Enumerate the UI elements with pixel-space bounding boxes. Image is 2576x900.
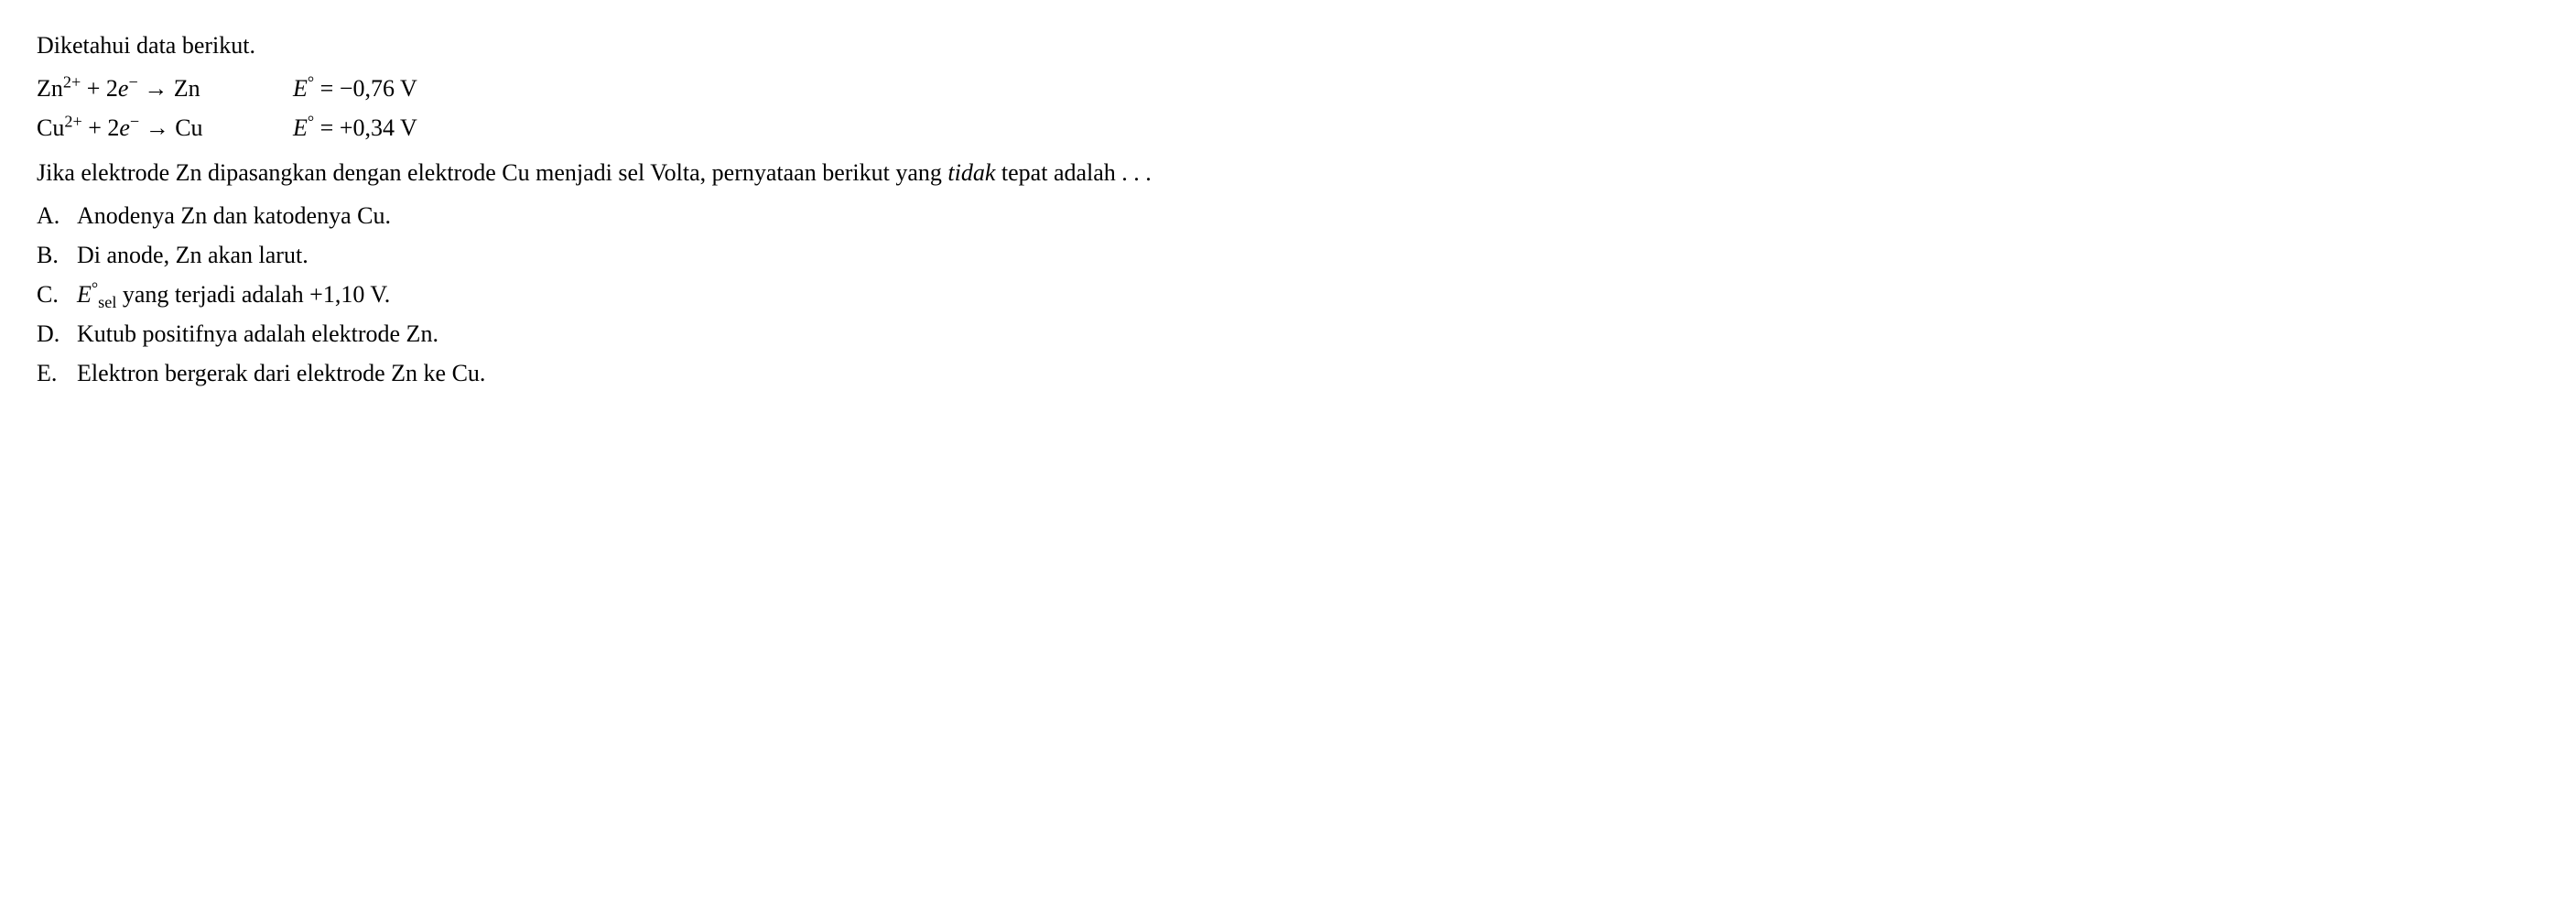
intro-text: Diketahui data berikut. <box>37 27 2539 63</box>
question-italic-word: tidak <box>947 159 995 186</box>
option-b-letter: B. <box>37 237 77 273</box>
option-a-text: Anodenya Zn dan katodenya Cu. <box>77 198 2539 233</box>
electron-symbol: e <box>119 114 130 141</box>
question-line1: Jika elektrode Zn dipasangkan dengan ele… <box>37 159 890 186</box>
eq2-product: Cu <box>175 114 202 141</box>
sel-subscript: sel <box>98 293 116 311</box>
question-line2-suffix: tepat adalah . . . <box>995 159 1151 186</box>
option-e: E. Elektron bergerak dari elektrode Zn k… <box>37 355 2539 391</box>
eq1-product: Zn <box>174 75 200 102</box>
option-a-letter: A. <box>37 198 77 233</box>
problem-container: Diketahui data berikut. Zn2+ + 2e− → Zn … <box>37 27 2539 391</box>
option-d-letter: D. <box>37 316 77 352</box>
equals-sign: = <box>320 75 334 102</box>
potential-symbol: E <box>293 75 308 102</box>
option-c: C. E°sel yang terjadi adalah +1,10 V. <box>37 277 2539 312</box>
potential-symbol: E <box>293 114 308 141</box>
plus-sign: + <box>87 75 101 102</box>
option-e-text: Elektron bergerak dari elektrode Zn ke C… <box>77 355 2539 391</box>
electron-minus: − <box>128 72 137 91</box>
options-list: A. Anodenya Zn dan katodenya Cu. B. Di a… <box>37 198 2539 391</box>
option-b-text: Di anode, Zn akan larut. <box>77 237 2539 273</box>
eq1-charge: 2+ <box>63 72 81 91</box>
option-c-letter: C. <box>37 277 77 312</box>
eq2-reactant: Cu <box>37 114 64 141</box>
equation-1-right: E° = −0,76 V <box>293 70 417 106</box>
equations-block: Zn2+ + 2e− → Zn E° = −0,76 V Cu2+ + 2e− … <box>37 70 2539 146</box>
option-d: D. Kutub positifnya adalah elektrode Zn. <box>37 316 2539 352</box>
arrow-icon: → <box>146 114 169 141</box>
plus-sign: + <box>88 114 102 141</box>
option-c-suffix: yang terjadi adalah +1,10 V. <box>116 281 390 308</box>
eq2-electron-coeff: 2 <box>107 114 119 141</box>
electron-minus: − <box>130 112 139 130</box>
intro-label: Diketahui data berikut. <box>37 32 255 59</box>
option-c-text: E°sel yang terjadi adalah +1,10 V. <box>77 277 2539 312</box>
electron-symbol: e <box>118 75 129 102</box>
potential-symbol: E <box>77 281 92 308</box>
equation-2-right: E° = +0,34 V <box>293 110 417 146</box>
degree-symbol: ° <box>308 112 314 130</box>
eq1-reactant: Zn <box>37 75 63 102</box>
arrow-icon: → <box>144 74 168 102</box>
question-line2-prefix: yang <box>895 159 947 186</box>
degree-symbol: ° <box>308 72 314 91</box>
option-d-text: Kutub positifnya adalah elektrode Zn. <box>77 316 2539 352</box>
equation-1-left: Zn2+ + 2e− → Zn <box>37 70 275 106</box>
equals-sign: = <box>320 114 334 141</box>
eq2-charge: 2+ <box>64 112 81 130</box>
option-a: A. Anodenya Zn dan katodenya Cu. <box>37 198 2539 233</box>
equation-2-left: Cu2+ + 2e− → Cu <box>37 110 275 146</box>
eq1-electron-coeff: 2 <box>106 75 118 102</box>
eq2-potential: +0,34 V <box>340 114 417 141</box>
equation-2: Cu2+ + 2e− → Cu E° = +0,34 V <box>37 110 2539 146</box>
eq1-potential: −0,76 V <box>340 75 417 102</box>
question-text: Jika elektrode Zn dipasangkan dengan ele… <box>37 155 2539 190</box>
option-b: B. Di anode, Zn akan larut. <box>37 237 2539 273</box>
equation-1: Zn2+ + 2e− → Zn E° = −0,76 V <box>37 70 2539 106</box>
option-e-letter: E. <box>37 355 77 391</box>
